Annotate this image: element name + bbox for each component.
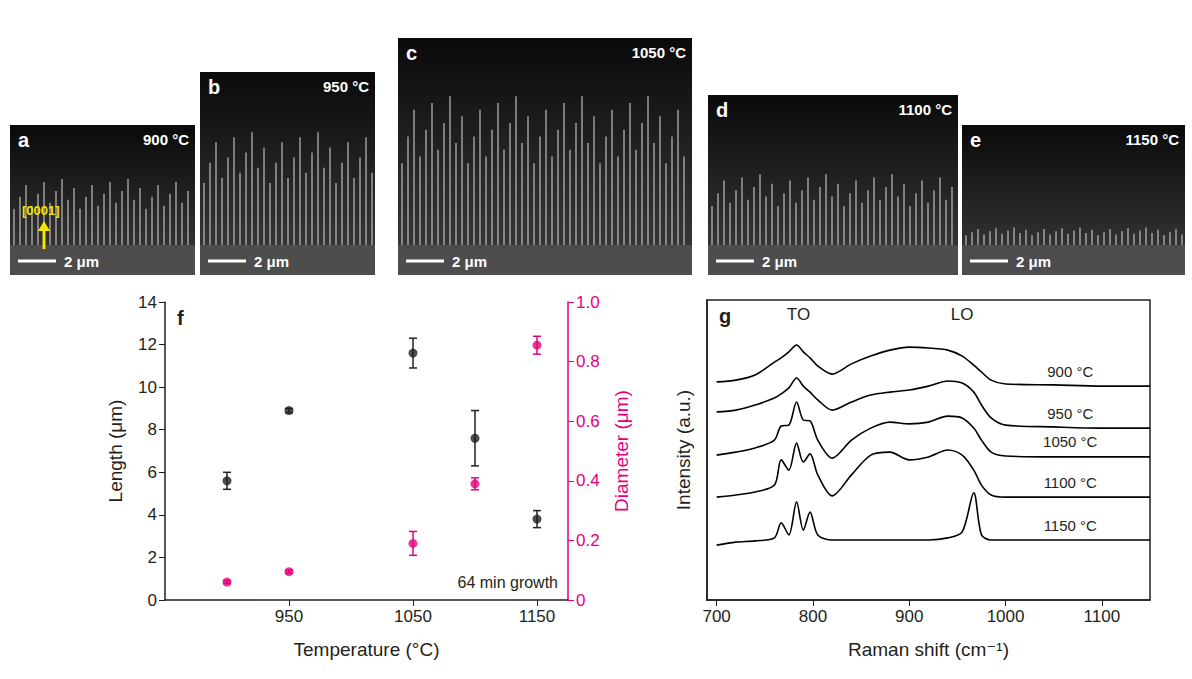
svg-text:700: 700 xyxy=(702,607,730,626)
svg-text:900: 900 xyxy=(895,607,923,626)
svg-text:LO: LO xyxy=(951,305,974,324)
svg-text:b: b xyxy=(208,76,220,98)
svg-text:d: d xyxy=(716,99,728,121)
svg-text:1050 °C: 1050 °C xyxy=(632,44,687,61)
svg-text:800: 800 xyxy=(799,607,827,626)
svg-text:2 μm: 2 μm xyxy=(452,253,487,270)
svg-text:950 °C: 950 °C xyxy=(323,78,369,95)
svg-text:1000: 1000 xyxy=(987,607,1025,626)
svg-text:2 μm: 2 μm xyxy=(254,253,289,270)
svg-text:950 °C: 950 °C xyxy=(1047,405,1093,422)
svg-text:Raman shift (cm⁻¹): Raman shift (cm⁻¹) xyxy=(848,639,1009,660)
svg-text:64 min growth: 64 min growth xyxy=(458,574,559,591)
svg-text:Temperature (°C): Temperature (°C) xyxy=(294,639,440,660)
svg-text:Intensity (a.u.): Intensity (a.u.) xyxy=(673,390,694,510)
svg-text:TO: TO xyxy=(787,305,810,324)
svg-text:14: 14 xyxy=(138,293,157,312)
svg-text:a: a xyxy=(18,129,30,151)
svg-text:1150: 1150 xyxy=(519,607,556,626)
svg-text:0.8: 0.8 xyxy=(576,352,600,371)
svg-text:1050: 1050 xyxy=(394,607,432,626)
svg-text:1050 °C: 1050 °C xyxy=(1043,433,1098,450)
svg-text:950: 950 xyxy=(275,607,303,626)
svg-text:1100 °C: 1100 °C xyxy=(1044,474,1097,491)
svg-text:0: 0 xyxy=(148,591,157,610)
svg-text:[0001]: [0001] xyxy=(22,203,60,218)
svg-text:c: c xyxy=(406,42,417,64)
svg-text:6: 6 xyxy=(148,463,157,482)
svg-text:1100 °C: 1100 °C xyxy=(898,101,952,118)
svg-text:f: f xyxy=(177,307,184,329)
svg-text:Diameter (μm): Diameter (μm) xyxy=(611,390,632,512)
svg-text:2 μm: 2 μm xyxy=(1016,253,1051,270)
svg-text:2 μm: 2 μm xyxy=(64,253,99,270)
svg-text:e: e xyxy=(970,129,981,151)
svg-text:1100: 1100 xyxy=(1084,607,1121,626)
svg-text:12: 12 xyxy=(138,335,157,354)
svg-text:900 °C: 900 °C xyxy=(1047,363,1093,380)
svg-text:2: 2 xyxy=(148,548,157,567)
svg-text:1150 °C: 1150 °C xyxy=(1044,517,1097,534)
svg-text:0.2: 0.2 xyxy=(576,531,600,550)
svg-text:1150 °C: 1150 °C xyxy=(1125,131,1179,148)
svg-text:900 °C: 900 °C xyxy=(143,131,189,148)
svg-text:4: 4 xyxy=(148,505,157,524)
svg-text:8: 8 xyxy=(148,420,157,439)
svg-text:0.4: 0.4 xyxy=(576,471,600,490)
svg-text:Length (μm): Length (μm) xyxy=(105,400,126,503)
svg-text:0: 0 xyxy=(576,591,585,610)
svg-text:0.6: 0.6 xyxy=(576,412,600,431)
svg-text:g: g xyxy=(719,305,731,327)
svg-text:10: 10 xyxy=(138,378,157,397)
svg-text:2 μm: 2 μm xyxy=(762,253,797,270)
svg-text:1.0: 1.0 xyxy=(576,293,600,312)
